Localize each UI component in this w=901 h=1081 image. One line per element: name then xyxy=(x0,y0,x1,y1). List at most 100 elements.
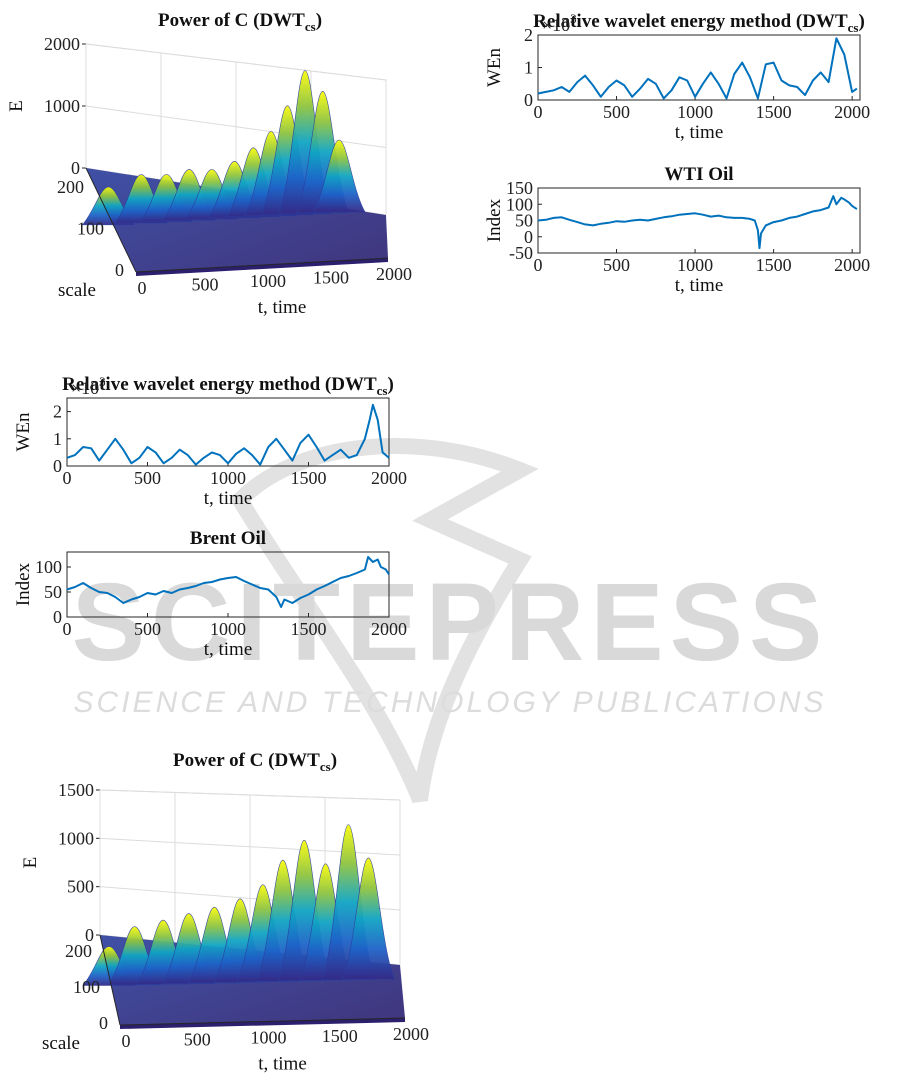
x-tick-label: 1000 xyxy=(677,102,713,122)
y-tick-label: 100 xyxy=(506,194,533,214)
watermark-sub-text: SCIENCE AND TECHNOLOGY PUBLICATIONS xyxy=(74,686,827,719)
x-tick-label: 500 xyxy=(603,255,630,275)
x-tick-label: 0 xyxy=(122,1031,131,1051)
series-line xyxy=(537,195,858,250)
line-chart-wen_brent: Relative wavelet energy method (DWTcs)×1… xyxy=(13,374,407,509)
x-tick-label: 1500 xyxy=(291,468,327,488)
x-tick-label: 2000 xyxy=(371,468,407,488)
y-tick-label: 200 xyxy=(57,177,84,197)
y-tick-label: -50 xyxy=(509,243,533,263)
chart-title-main: WTI Oil xyxy=(664,164,733,185)
x-tick-label: 1000 xyxy=(210,468,246,488)
y-tick-label: 200 xyxy=(65,941,92,961)
series-line xyxy=(66,556,390,608)
y-tick-label: 0 xyxy=(115,260,124,280)
y-tick-label: 1 xyxy=(524,58,533,78)
x-tick-label: 1500 xyxy=(756,102,792,122)
x-tick-label: 2000 xyxy=(834,102,870,122)
x-tick-label: 1500 xyxy=(291,619,327,639)
x-tick-label: 2000 xyxy=(376,264,412,284)
y-axis-line xyxy=(85,167,137,273)
chart-title-end: ) xyxy=(316,10,322,31)
x-tick-label: 500 xyxy=(134,619,161,639)
x-tick-label: 1500 xyxy=(756,255,792,275)
y-tick-label: 0 xyxy=(53,456,62,476)
x-tick-label: 2000 xyxy=(834,255,870,275)
chart-title: Power of C (DWTcs) xyxy=(158,10,322,34)
z-tick-label: 0 xyxy=(85,925,94,945)
y-tick-label: 0 xyxy=(524,227,533,247)
chart-title-end: ) xyxy=(388,374,394,395)
x-tick-label: 500 xyxy=(134,468,161,488)
x-axis-label: t, time xyxy=(204,488,253,509)
surface-front-edge xyxy=(136,258,388,276)
x-axis-label: t, time xyxy=(204,639,253,660)
y-axis-label: scale xyxy=(58,280,96,301)
x-tick-label: 2000 xyxy=(393,1024,429,1044)
y-axis-label: Index xyxy=(484,198,505,242)
chart-title-end: ) xyxy=(331,750,337,771)
z-tick-label: 2000 xyxy=(44,34,80,54)
x-tick-label: 1500 xyxy=(322,1026,358,1046)
z-axis-label: E xyxy=(20,857,41,869)
chart-title: Relative wavelet energy method (DWTcs) xyxy=(62,374,394,398)
exponent-label: ×103 xyxy=(71,374,106,398)
x-tick-label: 2000 xyxy=(371,619,407,639)
x-tick-label: 0 xyxy=(138,278,147,298)
x-tick-label: 1000 xyxy=(250,271,286,291)
y-tick-label: 0 xyxy=(524,90,533,110)
x-tick-label: 0 xyxy=(63,619,72,639)
watermark-main-text: SCITEPRESS xyxy=(72,561,829,684)
chart-title-subscript: cs xyxy=(848,20,859,35)
x-tick-label: 500 xyxy=(184,1029,211,1049)
z-tick-label: 500 xyxy=(67,877,94,897)
chart-title: Relative wavelet energy method (DWTcs) xyxy=(533,11,865,35)
x-tick-label: 1000 xyxy=(251,1028,287,1048)
chart-title-subscript: cs xyxy=(320,759,331,774)
y-tick-label: 150 xyxy=(506,178,533,198)
y-tick-label: 100 xyxy=(35,557,62,577)
chart-title-main: Power of C (DWT xyxy=(173,750,320,771)
chart-title: Brent Oil xyxy=(190,528,266,549)
line-chart-wen_wti: Relative wavelet energy method (DWTcs)×1… xyxy=(484,11,870,143)
chart-title: WTI Oil xyxy=(664,164,733,185)
x-axis-label: t, time xyxy=(675,275,724,296)
exponent-power: 3 xyxy=(570,11,577,26)
chart-title-subscript: cs xyxy=(305,19,316,34)
exponent-base: ×10 xyxy=(542,15,570,35)
chart-title: Power of C (DWTcs) xyxy=(173,750,337,774)
y-tick-label: 2 xyxy=(524,25,533,45)
series-line xyxy=(537,37,858,100)
y-axis-label: WEn xyxy=(484,47,505,87)
y-axis-line xyxy=(99,934,121,1026)
x-axis-label: t, time xyxy=(675,122,724,143)
surface-front-edge xyxy=(120,1018,405,1029)
plot-area-frame xyxy=(537,187,861,254)
chart-title-main: Relative wavelet energy method (DWT xyxy=(62,374,377,395)
y-tick-label: 100 xyxy=(77,218,104,238)
x-axis-line xyxy=(135,257,389,273)
z-tick-label: 1000 xyxy=(44,96,80,116)
z-tick-label: 0 xyxy=(71,158,80,178)
z-tick-label: 1500 xyxy=(58,780,94,800)
watermark: SCITEPRESS SCIENCE AND TECHNOLOGY PUBLIC… xyxy=(72,438,829,832)
series-line xyxy=(66,403,390,466)
x-tick-label: 0 xyxy=(534,102,543,122)
exponent-base: ×10 xyxy=(71,378,99,398)
x-tick-label: 1500 xyxy=(313,268,349,288)
y-tick-label: 100 xyxy=(73,977,100,997)
x-tick-label: 0 xyxy=(63,468,72,488)
exponent-power: 3 xyxy=(99,374,106,389)
surface-peak xyxy=(341,857,395,980)
y-tick-label: 2 xyxy=(53,402,62,422)
x-tick-label: 500 xyxy=(192,275,219,295)
x-tick-label: 500 xyxy=(603,102,630,122)
y-axis-label: Index xyxy=(13,562,34,606)
y-tick-label: 0 xyxy=(53,607,62,627)
y-tick-label: 1 xyxy=(53,429,62,449)
x-axis-line xyxy=(119,1017,406,1026)
